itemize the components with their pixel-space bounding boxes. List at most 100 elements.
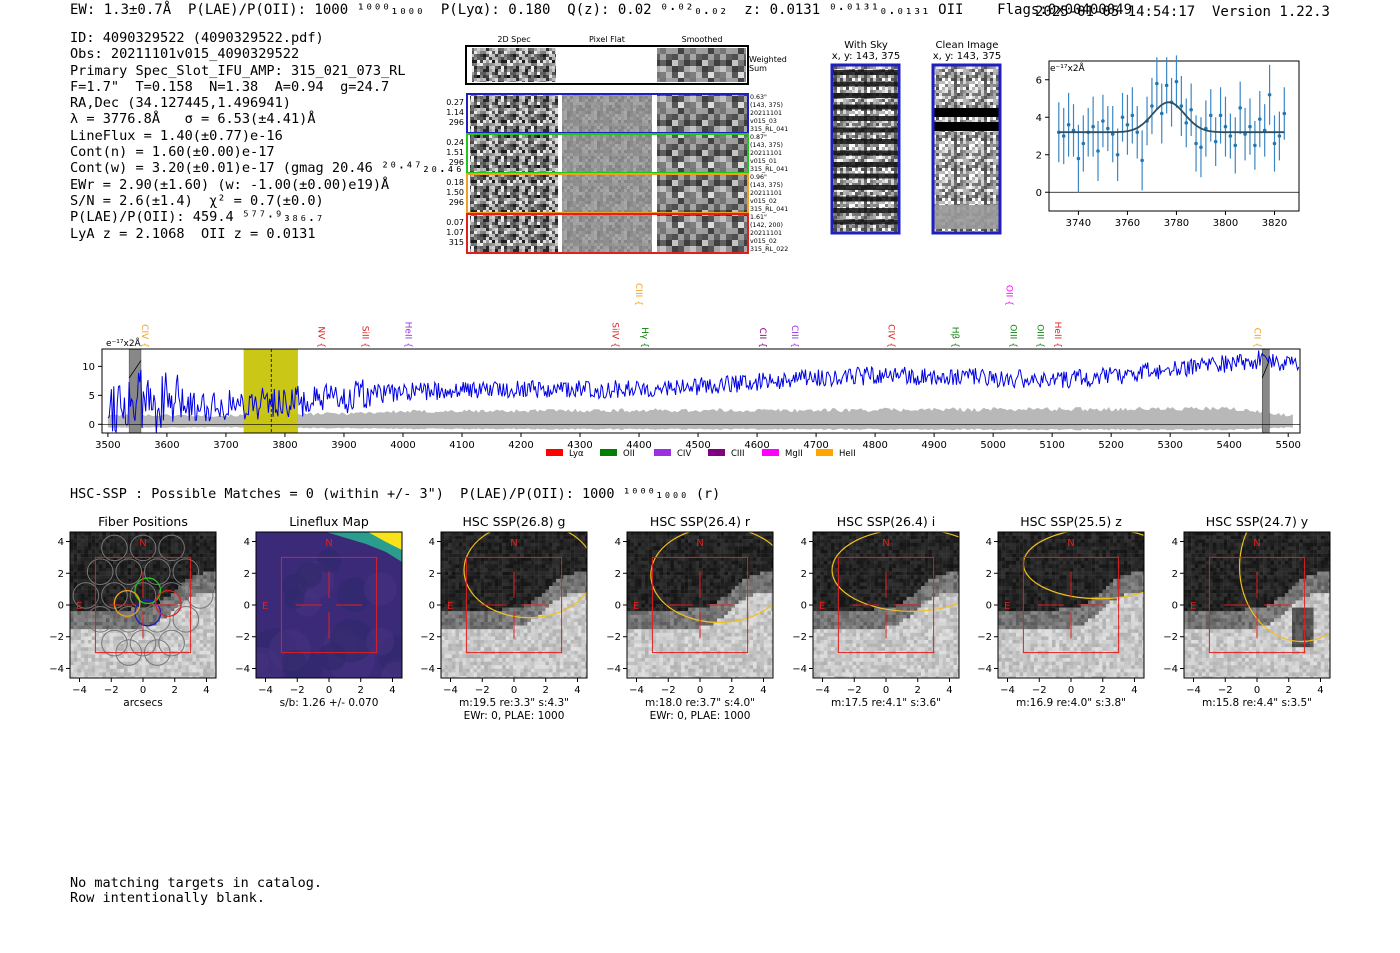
emission-line-label: OIII {: [1007, 324, 1017, 348]
fiber-row-stat: 1.51: [446, 148, 464, 157]
hsc-xtick-label: 2: [1100, 685, 1106, 696]
fiber-row-stat: 296: [449, 158, 464, 167]
emission-line-label: CII {: [757, 328, 767, 348]
spectrum-xtick-label: 4600: [744, 440, 769, 451]
line-fit-point: [1238, 106, 1242, 110]
spectrum-xtick-label: 4800: [862, 440, 887, 451]
line-fit-plot: 3740 3760 3780 3800 3820 0 2 4 6 e⁻¹⁷x2Å: [1036, 55, 1300, 229]
hsc-ytick-label: 4: [615, 537, 621, 548]
hsc-panel: N E HSC SSP(26.4) r −4 −4 −2 −2 0 0 2 2 4 4 m:18.0 re…: [606, 514, 774, 722]
emission-line-name: NV: [316, 326, 326, 340]
spectrum-line: [107, 350, 1300, 433]
catalog-notes: No matching targets in catalog. Row inten…: [70, 876, 322, 906]
header-summary: EW: 1.3±0.7Å P(LAE)/P(OII): 1000 ¹⁰⁰⁰₁₀₀…: [70, 2, 1133, 18]
lineflux-blob: [363, 572, 397, 606]
line-fit-xtick-label: 3800: [1213, 218, 1238, 229]
legend-label: HeII: [839, 449, 856, 459]
emission-line-label: HeII {: [402, 322, 412, 348]
lineflux-blob: [318, 642, 347, 671]
line-fit-ytick-label: 0: [1036, 188, 1042, 199]
hsc-panel-title: Fiber Positions: [98, 514, 188, 529]
hsc-ytick-label: 0: [244, 601, 250, 612]
lineflux-blob: [281, 650, 307, 676]
info-line: ID: 4090329522 (4090329522.pdf): [70, 30, 324, 46]
emission-line-marker: {: [639, 342, 649, 348]
hsc-ytick-label: −2: [49, 632, 64, 643]
spectrum-xtick-label: 5000: [980, 440, 1005, 451]
fiber-circle: [158, 534, 185, 562]
spectrum-xtick-label: 4100: [449, 440, 474, 451]
line-fit-ytick-label: 6: [1036, 75, 1042, 86]
hsc-xtick-label: −4: [443, 685, 458, 696]
spectrum-plot-area: [107, 349, 1300, 433]
spectrum-xtick-label: 4900: [921, 440, 946, 451]
fiber-row-stat: 0.24: [446, 138, 464, 147]
emission-line-name: HeII: [402, 322, 412, 340]
hsc-panel-title: HSC SSP(24.7) y: [1206, 514, 1309, 529]
line-fit-point: [1150, 104, 1154, 108]
emission-line-name: Hγ: [639, 327, 649, 340]
hsc-image: [256, 532, 402, 678]
emission-line-marker: {: [886, 342, 896, 348]
hsc-ytick-label: 4: [801, 537, 807, 548]
fiber-row-meta: (143, 375): [750, 182, 783, 189]
hsc-ytick-label: −4: [606, 664, 621, 675]
detection-window: [243, 349, 298, 433]
hsc-panel-caption: s/b: 1.26 +/- 0.070: [280, 697, 379, 709]
spectrum-xtick-label: 4400: [626, 440, 651, 451]
sky-panel-title: Clean Image: [936, 40, 999, 51]
fiber-smoothed: [657, 94, 747, 132]
hsc-panel: N E HSC SSP(24.7) y −4 −4 −2 −2 0 0 2 2 4 4 m:15.8 re…: [1163, 514, 1331, 709]
fiber-row-meta: 20211101: [750, 110, 782, 117]
hsc-xtick-label: 2: [915, 685, 921, 696]
hsc-ytick-label: −4: [977, 664, 992, 675]
north-label: N: [1253, 538, 1260, 549]
fiber-circle: [158, 629, 185, 657]
legend-swatch: [654, 449, 671, 456]
line-fit-point: [1253, 143, 1257, 148]
fiber-row-meta: v015_03: [750, 118, 777, 125]
sky-panel-title: With Sky: [844, 40, 888, 51]
hsc-xtick-label: 0: [1068, 685, 1074, 696]
line-fit-point: [1096, 149, 1100, 153]
hsc-ytick-label: 0: [801, 601, 807, 612]
line-fit-point: [1179, 104, 1184, 108]
fiber-row-meta: 315_RL_041: [750, 166, 788, 173]
fiber-pixel-flat: [562, 214, 652, 252]
lineflux-blob: [381, 661, 402, 678]
lineflux-blob: [316, 548, 342, 574]
info-line: LyA z = 2.1068 OII z = 0.0131: [70, 225, 316, 242]
line-fit-xtick-label: 3740: [1066, 218, 1091, 229]
line-fit-xtick-label: 3760: [1115, 218, 1140, 229]
emission-line-marker: {: [633, 300, 643, 306]
hsc-panel: N E Lineflux Map −4 −4 −2 −2 0 0 2 2 4 4 s/b: 1.26 +/…: [235, 514, 403, 709]
fiber-circle: [143, 558, 171, 585]
hsc-xtick-label: 4: [389, 685, 395, 696]
hsc-xtick-label: −2: [290, 685, 305, 696]
line-fit-point: [1135, 130, 1140, 135]
emission-line-marker: {: [316, 342, 326, 348]
hsc-ytick-label: 2: [801, 569, 807, 580]
fiber-2d-spec: [470, 134, 558, 172]
fiber-smoothed: [657, 134, 747, 172]
hsc-xtick-label: 4: [1131, 685, 1137, 696]
search-box: [94, 556, 192, 654]
lineflux-blob: [366, 627, 395, 656]
hsc-panel-caption: m:17.5 re:4.1" s:3.6": [831, 697, 941, 709]
hsc-xtick-label: 2: [1286, 685, 1292, 696]
fiber-circle: [101, 582, 128, 609]
fiber-circle: [172, 558, 200, 585]
search-box: [465, 556, 563, 654]
hsc-image: [441, 532, 587, 678]
north-label: N: [1067, 538, 1074, 549]
hsc-ytick-label: −2: [977, 632, 992, 643]
clean-image: [931, 63, 1002, 235]
masked-region-hatch: [1261, 360, 1270, 379]
lineflux-blob: [337, 577, 372, 612]
emission-line-label: OII {: [1004, 285, 1014, 306]
line-fit-point: [1282, 111, 1287, 116]
fiber-col-title: 2D Spec: [497, 35, 530, 44]
hsc-panel-caption: m:15.8 re:4.4" s:3.5": [1202, 697, 1312, 709]
hsc-ytick-label: 0: [986, 601, 992, 612]
